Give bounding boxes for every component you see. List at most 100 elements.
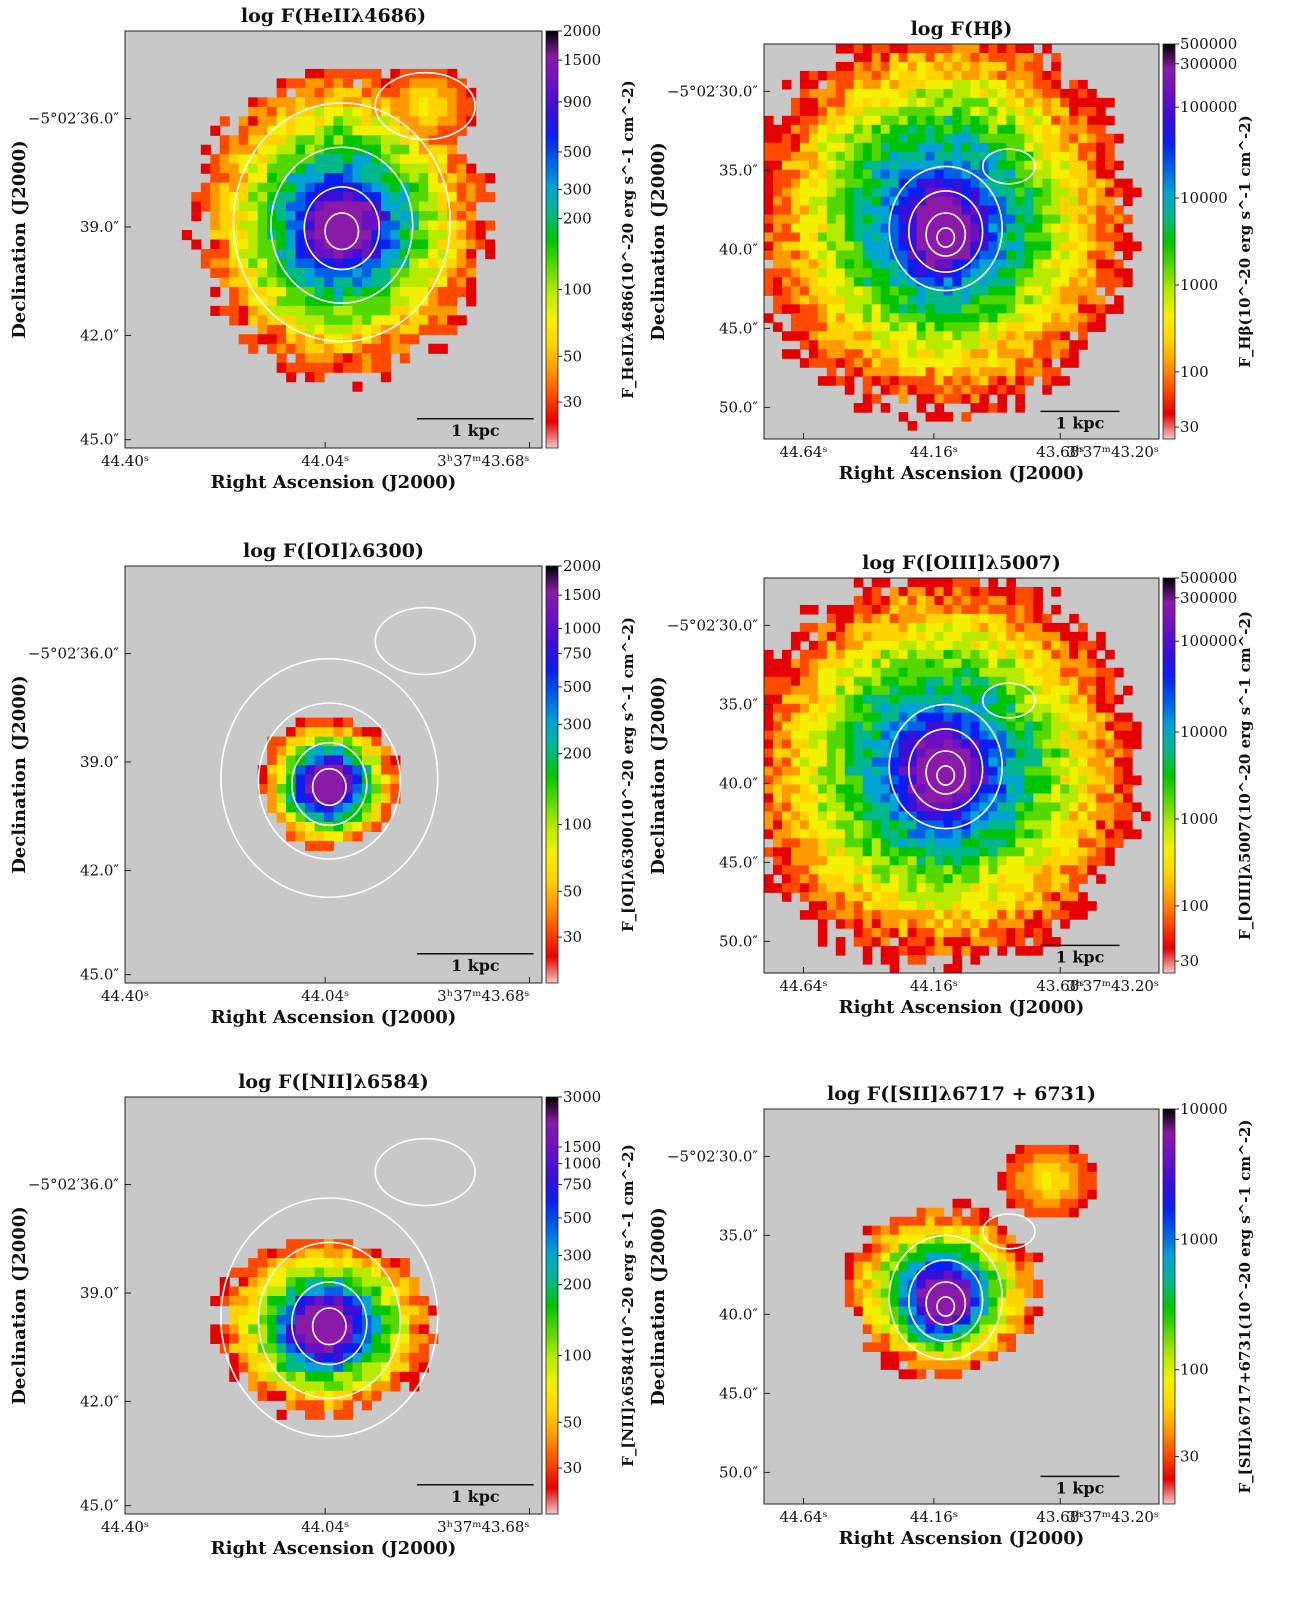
y-tick-label: 39.0″ xyxy=(80,753,119,771)
colorbar-tick-label: 500000 xyxy=(1180,35,1237,53)
x-axis-label: Right Ascension (J2000) xyxy=(839,463,1085,484)
y-tick-label: −5°02′30.0″ xyxy=(667,82,759,100)
colorbar-tick-label: 900 xyxy=(563,93,592,111)
x-tick-label: 44.16ˢ xyxy=(910,443,958,461)
panel-title: log F([SII]λ6717 + 6731) xyxy=(827,1083,1096,1105)
contour-line xyxy=(982,682,1036,719)
colorbar-tick-label: 1000 xyxy=(563,1155,601,1173)
y-axis-label: Declination (J2000) xyxy=(648,142,669,341)
colorbar xyxy=(1162,43,1176,440)
colorbar-tick-label: 1500 xyxy=(563,51,601,69)
y-tick-label: 42.0″ xyxy=(80,1392,119,1410)
contour-line xyxy=(907,190,984,273)
scale-bar-label: 1 kpc xyxy=(451,956,500,975)
x-tick-label: 44.40ˢ xyxy=(101,452,149,470)
x-axis-label: Right Ascension (J2000) xyxy=(211,472,457,493)
colorbar-tick-label: 1000 xyxy=(563,620,601,638)
colorbar-label: F_[SII]λ6717+6731(10^-20 erg s^-1 cm^-2) xyxy=(1236,1119,1254,1493)
axes-frame xyxy=(124,565,543,984)
colorbar-tick-label: 300000 xyxy=(1180,589,1237,607)
contour-line xyxy=(936,1296,956,1317)
colorbar-label: F_[NII]λ6584(10^-20 erg s^-1 cm^-2) xyxy=(619,1144,637,1467)
scale-bar-label: 1 kpc xyxy=(451,1487,500,1506)
contours xyxy=(232,71,477,343)
colorbar-tick-label: 200 xyxy=(563,210,592,228)
y-tick-label: 35.0″ xyxy=(719,161,758,179)
y-tick-label: 42.0″ xyxy=(80,326,119,344)
colorbar-tick-label: 100 xyxy=(563,281,592,299)
y-tick-label: 50.0″ xyxy=(719,398,758,416)
y-tick-label: 45.0″ xyxy=(719,1384,758,1402)
x-tick-label: 3ʰ37ᵐ43.20ˢ xyxy=(1067,1508,1159,1526)
y-tick-label: 35.0″ xyxy=(719,695,758,713)
panel-title: log F(HeIIλ4686) xyxy=(241,5,426,27)
y-tick-label: 45.0″ xyxy=(80,431,119,449)
x-tick-label: 43.68ˢ xyxy=(1036,443,1084,461)
y-tick-label: 39.0″ xyxy=(80,218,119,236)
contour-line xyxy=(311,767,347,807)
contour-line xyxy=(888,1234,1004,1361)
panel-title: log F([NII]λ6584) xyxy=(238,1071,429,1093)
y-tick-label: −5°02′36.0″ xyxy=(28,645,120,663)
x-tick-label: 44.04ˢ xyxy=(301,452,349,470)
colorbar xyxy=(545,30,559,449)
panel-title: log F(Hβ) xyxy=(911,18,1013,40)
colorbar-tick-label: 1000 xyxy=(1180,1230,1218,1248)
colorbar-tick-label: 750 xyxy=(563,1176,592,1194)
x-tick-label: 44.64ˢ xyxy=(780,443,828,461)
colorbar-tick-label: 1000 xyxy=(1180,810,1218,828)
colorbar-tick-label: 50 xyxy=(563,347,582,365)
contour-line xyxy=(374,71,477,141)
colorbar xyxy=(1162,577,1176,974)
axes-frame xyxy=(763,577,1160,974)
colorbar-tick-label: 750 xyxy=(563,645,592,663)
y-tick-label: 50.0″ xyxy=(719,1463,758,1481)
contour-line xyxy=(907,728,984,811)
colorbar xyxy=(545,1096,559,1515)
y-tick-label: −5°02′30.0″ xyxy=(667,1147,759,1165)
x-tick-label: 3ʰ37ᵐ43.20ˢ xyxy=(1067,977,1159,995)
y-tick-label: 39.0″ xyxy=(80,1284,119,1302)
contour-line xyxy=(220,657,439,899)
y-tick-label: 40.0″ xyxy=(719,1305,758,1323)
scale-bar-label: 1 kpc xyxy=(1056,1478,1105,1497)
x-tick-label: 3ʰ37ᵐ43.68ˢ xyxy=(437,987,529,1005)
contour-line xyxy=(374,606,477,676)
panel-title: log F([OIII]λ5007) xyxy=(862,552,1061,574)
contour-line xyxy=(303,186,381,271)
contour-line xyxy=(270,146,414,304)
x-axis-label: Right Ascension (J2000) xyxy=(211,1538,457,1559)
x-tick-label: 44.64ˢ xyxy=(780,1508,828,1526)
panel-6: 1 kpc log F([SII]λ6717 + 6731) 44.64ˢ 44.16… xyxy=(648,1083,1254,1549)
colorbar-tick-label: 500000 xyxy=(1180,569,1237,587)
contour-line xyxy=(220,1197,439,1438)
colorbar-label: F_Hβ(10^-20 erg s^-1 cm^-2) xyxy=(1236,115,1254,368)
panel-title: log F([OI]λ6300) xyxy=(243,540,424,562)
contour-line xyxy=(257,1241,401,1400)
colorbar-tick-label: 10000 xyxy=(1180,1100,1228,1118)
contour-line xyxy=(925,1281,967,1326)
y-tick-label: 40.0″ xyxy=(719,240,758,258)
colorbar-tick-label: 1500 xyxy=(563,586,601,604)
x-axis-label: Right Ascension (J2000) xyxy=(839,997,1085,1018)
colorbar-tick-label: 1500 xyxy=(563,1138,601,1156)
colorbar-tick-label: 200 xyxy=(563,745,592,763)
contour-line xyxy=(374,1137,477,1207)
axes-frame xyxy=(124,30,543,449)
emission-map xyxy=(764,44,1142,431)
colorbar-tick-label: 50 xyxy=(563,882,582,900)
colorbar-tick-label: 500 xyxy=(563,143,592,161)
colorbar-tick-label: 30 xyxy=(563,393,582,411)
colorbar-tick-label: 30 xyxy=(1180,418,1199,436)
colorbar-tick-label: 30 xyxy=(563,928,582,946)
colorbar-label: F_HeIIλ4686(10^-20 erg s^-1 cm^-2) xyxy=(619,80,637,398)
contour-line xyxy=(907,1259,984,1342)
x-tick-label: 44.16ˢ xyxy=(910,977,958,995)
colorbar-tick-label: 3000 xyxy=(563,1088,601,1106)
contours xyxy=(888,1213,1036,1361)
colorbar-tick-label: 2000 xyxy=(563,557,601,575)
colorbar-tick-label: 10000 xyxy=(1180,189,1228,207)
contour-line xyxy=(925,212,967,257)
y-tick-label: 45.0″ xyxy=(719,319,758,337)
panel-1: 1 kpc log F(HeIIλ4686) 44.40ˢ 44.04ˢ 3ʰ37ᵐ43… xyxy=(9,5,637,493)
